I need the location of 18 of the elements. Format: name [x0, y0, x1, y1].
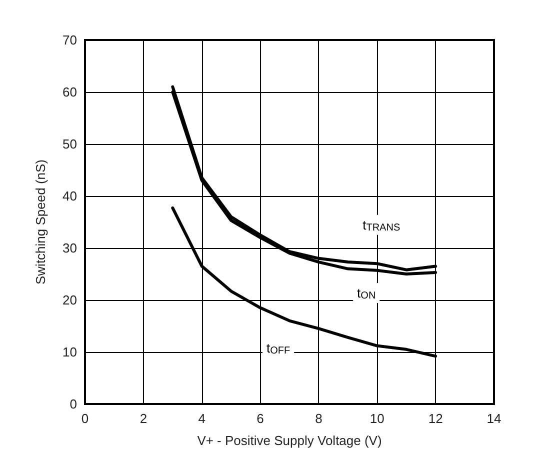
- x-tick-label: 8: [315, 411, 322, 426]
- y-tick-label: 60: [62, 84, 77, 100]
- y-axis-title: Switching Speed (nS): [33, 159, 48, 285]
- y-tick-label: 70: [62, 32, 77, 48]
- x-tick-label: 0: [81, 411, 89, 426]
- y-tick-label: 20: [62, 292, 77, 308]
- x-tick-label: 6: [256, 411, 264, 426]
- x-tick-label: 12: [428, 411, 443, 426]
- y-tick-label: 10: [62, 344, 77, 360]
- x-axis-title: V+ - Positive Supply Voltage (V): [197, 433, 382, 448]
- y-tick-label: 0: [70, 396, 77, 412]
- x-tick-label: 14: [486, 411, 502, 426]
- x-tick-label: 10: [370, 411, 384, 426]
- y-tick-label: 50: [62, 136, 77, 152]
- x-tick-label: 4: [198, 411, 206, 426]
- x-tick-label: 2: [140, 411, 148, 426]
- y-tick-label: 30: [62, 240, 77, 256]
- y-tick-label: 40: [62, 188, 77, 204]
